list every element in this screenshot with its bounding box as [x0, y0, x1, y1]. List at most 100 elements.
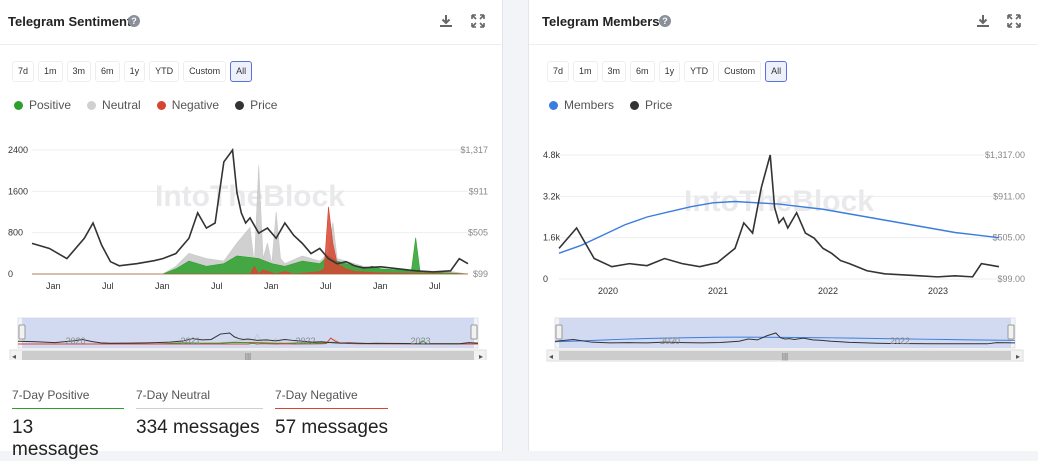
y-right-tick: $1,317: [460, 145, 488, 155]
stat-neutral-value: 334 messages: [136, 417, 260, 438]
members-legend: Members Price: [549, 98, 672, 112]
sentiment-legend: Positive Neutral Negative Price: [14, 98, 277, 112]
scroll-left-arrow[interactable]: ◂: [12, 352, 16, 360]
navigator-label: 2022: [296, 336, 316, 346]
x-tick-label: Jan: [155, 281, 170, 291]
series-line-price: [31, 147, 469, 273]
x-tick-label: Jul: [429, 281, 441, 291]
x-tick-label: 2021: [708, 286, 728, 296]
navigator-series: [18, 337, 479, 345]
range-6m[interactable]: 6m: [630, 61, 655, 82]
members-range-selector: 7d 1m 3m 6m 1y YTD Custom All: [547, 61, 788, 82]
legend-label: Price: [250, 98, 278, 112]
legend-marker: [87, 100, 97, 110]
range-3m[interactable]: 3m: [601, 61, 627, 82]
series-line-members: [558, 200, 1000, 254]
navigator-label: 2021: [181, 336, 201, 346]
navigator-series: [554, 332, 1016, 345]
stat-negative-value: 57 messages: [275, 417, 389, 438]
series-area-positive: [32, 237, 469, 275]
sentiment-header: Telegram Sentiment ?: [0, 0, 502, 45]
navigator-handle[interactable]: [555, 324, 563, 340]
navigator-label: 2022: [890, 336, 910, 346]
range-1y[interactable]: 1y: [658, 61, 681, 82]
y-right-tick: $505.00: [992, 233, 1025, 243]
x-tick-label: Jul: [320, 281, 332, 291]
scroll-right-arrow[interactable]: ▸: [479, 352, 483, 360]
range-6m[interactable]: 6m: [95, 61, 120, 82]
y-right-tick: $505: [468, 228, 488, 238]
members-chart[interactable]: 0 1.6k 3.2k 4.8k $99.00 $505.00 $911.00 $1,317.…: [529, 130, 1034, 365]
navigator-series: [554, 336, 1016, 343]
telegram-members-card: Telegram Members ? 7d 1m 3m 6m 1y YTD Custom Al…: [528, 0, 1038, 451]
range-1y[interactable]: 1y: [123, 61, 146, 82]
members-title: Telegram Members: [542, 14, 660, 29]
help-icon[interactable]: ?: [659, 15, 671, 27]
legend-marker: [549, 100, 558, 110]
y-right-tick: $911.00: [993, 191, 1025, 201]
expand-icon[interactable]: [1006, 13, 1022, 29]
scrollbar-thumb[interactable]: [559, 351, 1011, 360]
legend-marker: [156, 100, 166, 110]
sentiment-title: Telegram Sentiment: [8, 14, 132, 29]
download-icon[interactable]: [438, 13, 454, 29]
series-area-negative: [32, 206, 469, 275]
navigator-label: 2020: [660, 336, 680, 346]
stat-positive-value: 13 messages: [12, 417, 99, 460]
download-icon[interactable]: [975, 13, 991, 29]
navigator-label: 2020: [66, 336, 86, 346]
watermark: IntoTheBlock: [155, 180, 345, 213]
range-ytd[interactable]: YTD: [684, 61, 715, 82]
scroll-left-arrow[interactable]: ◂: [549, 352, 553, 361]
sentiment-chart[interactable]: 0 800 1600 2400 $99 $505 $911 $1,317 IntoTheBloc…: [0, 130, 500, 360]
legend-label: Neutral: [102, 98, 141, 112]
range-1m[interactable]: 1m: [38, 61, 63, 82]
y-left-tick: 4.8k: [543, 150, 561, 160]
y-left-tick: 3.2k: [543, 191, 561, 201]
navigator-handle[interactable]: [1007, 324, 1015, 340]
expand-icon[interactable]: [470, 13, 486, 29]
range-ytd[interactable]: YTD: [149, 61, 180, 82]
range-all[interactable]: All: [765, 61, 788, 82]
x-tick-label: Jul: [102, 281, 114, 291]
series-line-price: [558, 154, 1000, 278]
navigator-handle[interactable]: [470, 324, 478, 340]
scrollbar-grip-icon: |||: [782, 352, 788, 361]
range-3m[interactable]: 3m: [66, 61, 92, 82]
legend-item-positive[interactable]: Positive: [14, 98, 71, 112]
range-7d[interactable]: 7d: [12, 61, 35, 82]
telegram-sentiment-card: Telegram Sentiment ? 7d 1m 3m 6m 1y YTD Custom…: [0, 0, 503, 460]
legend-item-price[interactable]: Price: [630, 98, 672, 112]
scroll-right-arrow[interactable]: ▸: [1016, 352, 1020, 361]
legend-item-neutral[interactable]: Neutral: [87, 98, 141, 112]
range-7d[interactable]: 7d: [547, 61, 570, 82]
legend-marker: [14, 100, 23, 110]
y-right-tick: $99.00: [997, 274, 1025, 284]
x-tick-label: Jan: [46, 281, 61, 291]
range-1m[interactable]: 1m: [573, 61, 598, 82]
scrollbar-thumb[interactable]: [22, 351, 474, 360]
x-tick-label: Jan: [264, 281, 279, 291]
y-left-tick: 1.6k: [543, 233, 561, 243]
legend-item-members[interactable]: Members: [549, 98, 614, 112]
legend-marker: [630, 100, 640, 110]
sentiment-range-selector: 7d 1m 3m 6m 1y YTD Custom All: [12, 61, 253, 82]
range-all[interactable]: All: [230, 61, 253, 82]
y-left-tick: 0: [543, 274, 548, 284]
range-custom[interactable]: Custom: [718, 61, 762, 82]
stat-neutral: 7-Day Neutral 334 messages: [136, 388, 263, 439]
navigator-handle[interactable]: [18, 324, 26, 340]
legend-label: Negative: [171, 98, 220, 112]
help-icon[interactable]: ?: [128, 15, 140, 27]
navigator-series: [17, 332, 479, 345]
y-right-tick: $99: [473, 269, 488, 279]
legend-item-negative[interactable]: Negative: [156, 98, 220, 112]
stat-neutral-label: 7-Day Neutral: [136, 388, 263, 409]
legend-label: Price: [645, 98, 673, 112]
range-custom[interactable]: Custom: [183, 61, 227, 82]
members-header: Telegram Members ?: [529, 0, 1038, 45]
y-left-tick: 800: [8, 228, 23, 238]
legend-item-price[interactable]: Price: [235, 98, 277, 112]
x-tick-label: Jan: [373, 281, 388, 291]
navigator-label: 2023: [411, 336, 431, 346]
